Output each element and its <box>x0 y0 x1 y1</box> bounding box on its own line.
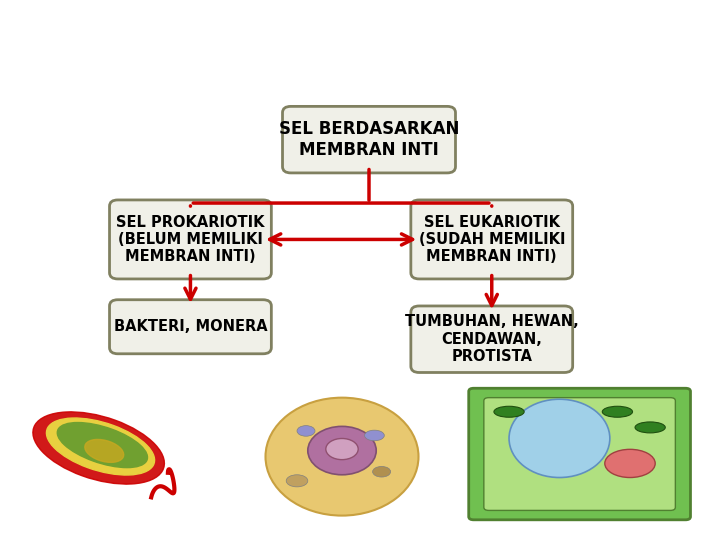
Text: BAKTERI, MONERA: BAKTERI, MONERA <box>114 319 267 334</box>
Ellipse shape <box>85 440 124 462</box>
FancyBboxPatch shape <box>469 388 690 520</box>
Text: TUMBUHAN, HEWAN,
CENDAWAN,
PROTISTA: TUMBUHAN, HEWAN, CENDAWAN, PROTISTA <box>405 314 579 364</box>
Ellipse shape <box>605 449 655 477</box>
Ellipse shape <box>603 406 633 417</box>
Ellipse shape <box>325 438 359 460</box>
Text: SEL PROKARIOTIK
(BELUM MEMILIKI
MEMBRAN INTI): SEL PROKARIOTIK (BELUM MEMILIKI MEMBRAN … <box>116 214 265 265</box>
Text: SEL EUKARIOTIK
(SUDAH MEMILIKI
MEMBRAN INTI): SEL EUKARIOTIK (SUDAH MEMILIKI MEMBRAN I… <box>418 214 565 265</box>
Ellipse shape <box>33 412 164 484</box>
Ellipse shape <box>46 418 155 475</box>
FancyBboxPatch shape <box>411 200 572 279</box>
Ellipse shape <box>364 430 384 441</box>
FancyBboxPatch shape <box>411 306 572 373</box>
Ellipse shape <box>287 475 308 487</box>
Ellipse shape <box>373 467 391 477</box>
FancyBboxPatch shape <box>282 106 456 173</box>
Ellipse shape <box>266 397 418 516</box>
Text: SEL BERDASARKAN
MEMBRAN INTI: SEL BERDASARKAN MEMBRAN INTI <box>279 120 459 159</box>
Ellipse shape <box>297 426 315 436</box>
FancyBboxPatch shape <box>109 300 271 354</box>
Ellipse shape <box>635 422 665 433</box>
Ellipse shape <box>308 427 376 475</box>
Ellipse shape <box>58 422 148 468</box>
FancyBboxPatch shape <box>109 200 271 279</box>
Ellipse shape <box>509 399 610 477</box>
Ellipse shape <box>494 406 524 417</box>
FancyBboxPatch shape <box>484 397 675 510</box>
